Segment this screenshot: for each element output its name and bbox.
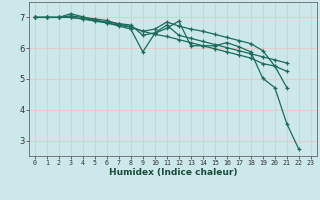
X-axis label: Humidex (Indice chaleur): Humidex (Indice chaleur)	[108, 168, 237, 177]
